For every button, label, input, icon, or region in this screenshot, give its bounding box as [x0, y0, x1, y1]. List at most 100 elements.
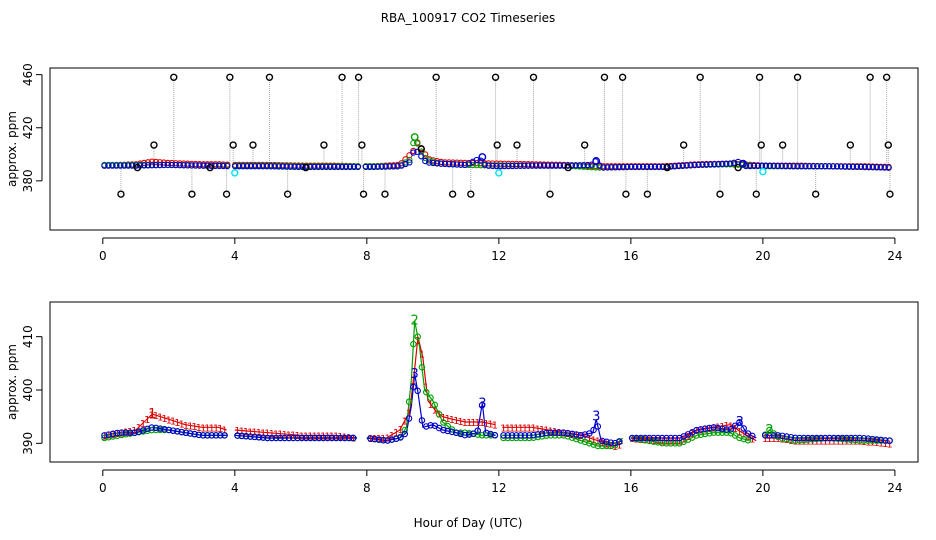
series-1-marker: 1: [526, 423, 532, 434]
top-x-tick-label: 16: [623, 249, 638, 263]
series-1-marker: 1: [530, 424, 536, 435]
series-1-marker: 1: [801, 437, 807, 448]
bottom-panel-y-label: approx. ppm: [5, 344, 19, 420]
series-1-marker: 1: [578, 431, 584, 442]
series-3-marker: [195, 431, 203, 439]
bottom-x-tick-label: 0: [99, 481, 107, 495]
series-1-marker: 1: [200, 423, 206, 434]
series-1-marker: 1: [835, 437, 841, 448]
series-3-marker: [139, 427, 147, 434]
series-3-marker: [259, 434, 267, 441]
blue-baseline-point: [659, 163, 667, 171]
series-1-marker: 1: [299, 431, 305, 442]
series-1-marker: 1: [196, 423, 202, 434]
blue-baseline-point: [445, 160, 453, 168]
series-3-marker: [474, 427, 481, 434]
series-1-marker: 1: [393, 428, 399, 439]
blue-baseline-point: [235, 163, 243, 170]
series-3-marker: [422, 423, 430, 430]
blue-baseline-point: [319, 163, 326, 171]
blue-baseline-point: [374, 163, 381, 170]
blue-baseline-point: [398, 162, 405, 169]
green-baseline-point: [477, 162, 484, 169]
series-1-marker: 1: [204, 423, 210, 434]
series-1-marker: 1: [543, 426, 549, 437]
blue-baseline-point: [382, 163, 389, 170]
series-1-marker: 1: [247, 427, 253, 438]
blue-baseline-point: [715, 160, 722, 168]
cyan-outlier-point: [495, 169, 503, 177]
blue-baseline-point: [802, 163, 809, 170]
blue-baseline-point: [148, 162, 156, 169]
series-3-marker: [555, 429, 563, 436]
series-3-marker: [427, 422, 434, 429]
series-3-marker: [332, 434, 340, 442]
blue-baseline-point: [750, 162, 758, 170]
series-1-marker: 1: [406, 409, 412, 420]
series-1-marker: 1: [140, 419, 146, 430]
series-1-marker: 1: [633, 434, 639, 445]
blue-baseline-point: [790, 163, 797, 170]
black-outlier-point: [564, 163, 572, 172]
series-2-marker: [719, 429, 726, 436]
series-1-marker: 1: [655, 436, 661, 447]
series-1-marker: 1: [736, 427, 742, 438]
black-outlier-point: [886, 190, 894, 198]
black-outlier-point: [600, 73, 609, 81]
series-3-marker: [586, 430, 593, 437]
blue-baseline-point: [746, 162, 754, 170]
series-1-marker: 1: [676, 437, 682, 448]
series-3-marker: [337, 434, 344, 442]
blue-baseline-point: [540, 162, 548, 169]
blue-baseline-point: [481, 161, 488, 168]
blue-baseline-point: [121, 162, 128, 169]
blue-baseline-point: [323, 163, 330, 171]
blue-baseline-point: [529, 162, 536, 169]
black-outlier-point: [882, 73, 891, 81]
series-3-marker: [882, 437, 889, 444]
series-1-marker: 1: [397, 425, 403, 436]
blue-baseline-point: [572, 162, 579, 169]
series-3-marker: [277, 434, 284, 442]
series-1-marker: 1: [367, 434, 373, 445]
peak-label-3: 3: [592, 410, 600, 425]
series-1-marker: 1: [372, 434, 378, 445]
blue-highlight-point: [592, 157, 601, 165]
blue-baseline-point: [699, 161, 706, 168]
bottom-y-tick-label: 400: [21, 379, 35, 402]
blue-baseline-point: [849, 163, 857, 170]
series-3-marker: [255, 434, 263, 441]
blue-baseline-point: [307, 163, 314, 171]
series-1-marker: 1: [535, 424, 541, 435]
top-panel-all-samples: approx. ppm 0 4 8 12 16 20 24 380 420 460: [5, 63, 919, 263]
series-3-marker: [706, 424, 713, 432]
series-3-marker: [676, 434, 683, 442]
series-1-marker: 1: [269, 429, 275, 440]
series-1-marker: 1: [457, 417, 463, 428]
series-1-marker: 1: [680, 435, 686, 446]
black-outlier-point: [206, 163, 214, 172]
series-1-marker: 1: [475, 418, 481, 429]
series-1-marker: 1: [702, 425, 708, 436]
blue-baseline-point: [770, 162, 777, 169]
blue-baseline-point: [354, 163, 362, 171]
blue-baseline-point: [521, 162, 528, 169]
green-baseline-point: [414, 140, 421, 147]
series-1-marker: 1: [517, 423, 523, 434]
series-3-marker: [315, 434, 323, 442]
blue-baseline-point: [164, 161, 171, 169]
series-3-marker: [152, 424, 160, 432]
series-3-marker: [860, 434, 868, 442]
series-1-marker: 1: [470, 418, 476, 429]
series-3-marker: [852, 434, 859, 442]
series-1-marker: 1: [449, 415, 455, 426]
blue-baseline-point: [342, 163, 350, 171]
blue-baseline-point: [877, 164, 884, 171]
blue-baseline-point: [251, 163, 259, 170]
blue-baseline-point: [160, 161, 168, 169]
series-1-marker: 1: [792, 437, 798, 448]
blue-baseline-point: [552, 162, 560, 169]
series-3-marker: [135, 428, 143, 435]
